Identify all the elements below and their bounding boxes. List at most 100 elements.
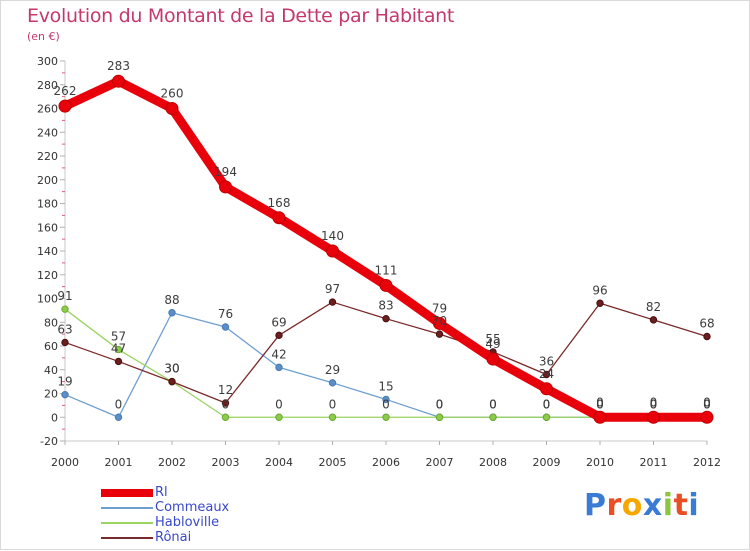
y-tick-label: 40	[44, 364, 58, 377]
data-label: 57	[111, 330, 126, 344]
y-tick-label: 220	[37, 150, 58, 163]
data-label: 76	[218, 307, 233, 321]
data-label: 0	[329, 397, 337, 411]
data-label: 140	[321, 229, 344, 243]
data-label: 29	[325, 363, 340, 377]
data-label: 0	[222, 397, 230, 411]
data-label: 0	[543, 397, 551, 411]
data-label: 82	[646, 300, 661, 314]
data-point	[382, 413, 390, 421]
data-point	[596, 299, 604, 307]
series-line	[60, 76, 712, 422]
data-point	[168, 377, 176, 386]
data-label: 79	[432, 301, 447, 315]
data-point	[165, 102, 179, 115]
logo-letter: t	[673, 488, 689, 523]
data-label: 0	[489, 397, 497, 411]
data-point	[221, 413, 230, 421]
legend-label: Rônai	[155, 530, 192, 545]
y-tick-label: 180	[37, 198, 58, 211]
data-label: 19	[57, 375, 72, 389]
data-point	[593, 410, 607, 424]
x-tick-label: 2005	[319, 456, 347, 469]
series-r-nai	[61, 298, 711, 407]
data-label: 47	[111, 341, 126, 355]
chart-legend: Rl Commeaux Habloville Rônai	[101, 485, 321, 545]
data-label: 91	[57, 289, 72, 303]
data-label: 30	[164, 362, 179, 376]
data-point	[112, 74, 125, 88]
chart-unit: (en €)	[27, 30, 60, 43]
data-point	[221, 399, 230, 407]
data-label: 168	[268, 196, 291, 210]
y-tick-label: 140	[37, 245, 58, 258]
y-tick-label: 160	[37, 221, 58, 234]
y-tick-label: 80	[44, 316, 58, 329]
y-tick-label: -20	[40, 435, 58, 448]
legend-swatch	[101, 537, 153, 539]
data-label: 96	[592, 283, 607, 297]
data-label: 63	[57, 322, 72, 336]
y-tick-label: 120	[37, 269, 58, 282]
data-point	[61, 390, 69, 399]
data-point	[433, 316, 446, 330]
data-point	[382, 314, 390, 323]
data-label: 55	[485, 332, 500, 346]
data-label: 42	[271, 347, 286, 361]
data-label: 260	[161, 87, 184, 101]
data-point	[489, 413, 497, 421]
legend-label: Habloville	[155, 515, 220, 530]
data-label: 0	[115, 397, 123, 411]
x-tick-label: 2003	[212, 456, 240, 469]
data-label: 283	[107, 59, 130, 73]
x-tick-label: 2004	[265, 456, 293, 469]
data-label: 0	[543, 397, 551, 411]
data-point	[275, 331, 283, 340]
logo-letter: P	[584, 488, 607, 523]
data-label: 0	[703, 397, 711, 411]
data-point	[328, 298, 337, 306]
data-point	[647, 410, 660, 424]
data-label: 0	[596, 397, 604, 411]
legend-item: Rônai	[101, 530, 321, 545]
data-label: 68	[699, 317, 714, 331]
data-point	[382, 395, 390, 404]
data-label: 24	[539, 367, 554, 381]
data-label: 12	[218, 383, 233, 397]
logo-letter: o	[621, 488, 643, 523]
data-point	[58, 99, 72, 113]
data-point	[114, 357, 123, 366]
data-labels-commeaux: 19 0 88 76 42 29 15 0 0 0 0 0 0	[57, 293, 710, 412]
data-label: 30	[164, 362, 179, 376]
data-point	[379, 278, 393, 292]
data-point	[328, 379, 337, 387]
data-point	[703, 332, 711, 341]
data-label: 0	[650, 397, 658, 411]
data-label: 36	[539, 355, 554, 369]
x-tick-label: 2011	[640, 456, 668, 469]
data-label: 70	[432, 314, 447, 328]
data-point	[700, 410, 714, 424]
data-point	[542, 413, 551, 421]
data-point	[649, 316, 658, 324]
legend-swatch	[101, 507, 153, 509]
data-label: 83	[378, 299, 393, 313]
series-rl	[58, 74, 714, 424]
data-label: 111	[375, 263, 398, 277]
x-tick-label: 2001	[105, 456, 133, 469]
data-point	[61, 338, 69, 347]
logo-letter: i	[688, 488, 700, 523]
data-point	[326, 244, 339, 258]
data-label: 0	[596, 397, 604, 411]
data-point	[219, 180, 232, 194]
logo-letter: x	[642, 488, 663, 523]
data-label: 0	[596, 395, 604, 409]
y-tick-label: 0	[51, 411, 58, 424]
y-tick-label: 100	[37, 293, 58, 306]
legend-item: Habloville	[101, 515, 321, 530]
data-point	[221, 323, 230, 331]
data-label: 0	[275, 397, 283, 411]
y-tick-label: 200	[37, 174, 58, 187]
data-point	[168, 309, 176, 317]
y-tick-label: 300	[37, 55, 58, 68]
